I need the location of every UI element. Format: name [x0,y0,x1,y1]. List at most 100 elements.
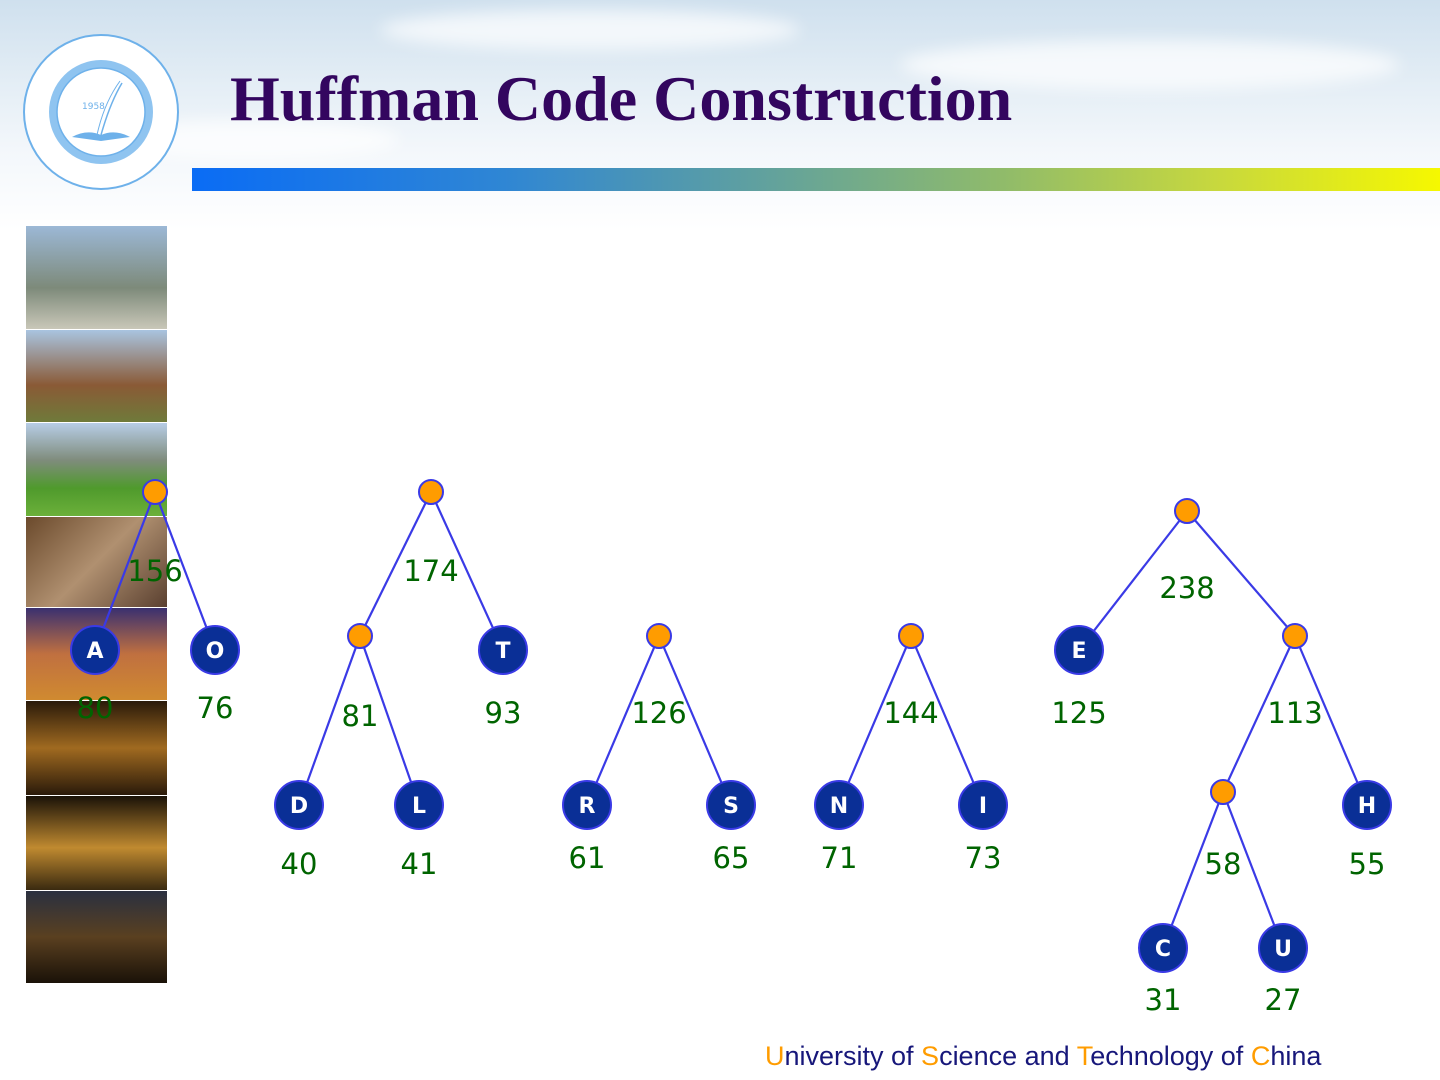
leaf-circle [1258,923,1308,973]
leaf-node-E: E 125 [1051,625,1107,730]
node-letter: I [979,794,987,819]
node-weight: 73 [965,841,1002,875]
footer-initial: C [1250,1041,1271,1071]
leaf-circle [562,780,612,830]
node-weight: 65 [713,841,750,875]
leaf-node-D: D 40 [274,780,324,881]
internal-node: 144 [883,623,939,730]
campus-photo [26,891,167,983]
node-weight: 71 [821,841,858,875]
node-letter: R [579,794,596,819]
leaf-node-U: U 27 [1258,923,1308,1017]
campus-photo [26,330,167,422]
leaf-node-C: C 31 [1138,923,1188,1017]
node-weight: 40 [281,847,318,881]
node-weight: 58 [1205,847,1242,881]
campus-photo [26,423,167,516]
node-weight: 174 [403,554,458,588]
leaf-circle [70,625,120,675]
node-weight: 76 [197,691,234,725]
tree-edge [1161,791,1225,949]
leaf-circle [394,780,444,830]
tree-edge [1186,510,1296,637]
node-weight: 156 [127,554,182,588]
campus-photo [26,226,167,329]
node-letter: T [495,639,510,664]
leaf-circle [814,780,864,830]
internal-node: 81 [342,623,379,733]
internal-node: 156 [127,479,183,588]
node-weight: 80 [77,691,114,725]
logo-year: 1958 [82,102,105,112]
tree-edge [909,635,985,806]
tree-edge [585,635,661,806]
footer-initial: U [765,1041,785,1071]
node-letter: N [830,794,848,819]
footer-text: cience and [939,1041,1077,1071]
node-letter: E [1071,639,1086,664]
footer-initial: S [921,1041,940,1071]
node-weight: 113 [1267,696,1322,730]
internal-node: 174 [403,479,459,588]
internal-circle [898,623,924,649]
footer-initial: T [1076,1041,1091,1071]
node-weight: 93 [485,696,522,730]
tree-edge [1222,635,1296,793]
internal-circle [646,623,672,649]
node-letter: H [1358,794,1376,819]
tree-edge [657,635,733,806]
leaf-circle [190,625,240,675]
node-weight: 81 [342,699,379,733]
leaf-circle [274,780,324,830]
node-weight: 31 [1145,983,1182,1017]
node-letter: S [723,794,739,819]
node-letter: U [1274,937,1292,962]
node-weight: 27 [1265,983,1302,1017]
node-letter: D [290,794,308,819]
leaf-node-H: H 55 [1342,780,1392,881]
leaf-node-A: A 80 [70,625,120,725]
leaf-node-O: O 76 [190,625,240,725]
internal-circle [347,623,373,649]
internal-circle [142,479,168,505]
leaf-circle [1138,923,1188,973]
campus-photo [26,701,167,795]
leaf-node-N: N 71 [814,780,864,875]
campus-photo [26,517,167,607]
tree-edge [358,635,421,806]
node-weight: 144 [883,696,938,730]
leaf-circle [478,625,528,675]
leaf-node-S: S 65 [706,780,756,875]
tree-edge [837,635,913,806]
tree-edge [153,491,217,651]
slide-title: Huffman Code Construction [230,63,1013,134]
internal-circle [418,479,444,505]
internal-circle [1174,498,1200,524]
leaf-circle [1054,625,1104,675]
tree-edge [429,491,505,651]
sky-background [0,0,1440,230]
footer-text: echnology of [1090,1041,1251,1071]
internal-node: 58 [1205,779,1242,881]
tree-edge [93,491,157,651]
tree-edge [1221,791,1285,949]
leaf-circle [706,780,756,830]
node-weight: 125 [1051,696,1106,730]
leaf-node-L: L 41 [394,780,444,881]
footer-text: hina [1270,1041,1322,1071]
tree-edge [1078,510,1188,651]
node-letter: O [206,639,225,664]
leaf-node-T: T 93 [478,625,528,730]
leaf-node-I: I 73 [958,780,1008,875]
campus-photo [26,796,167,890]
node-weight: 61 [569,841,606,875]
campus-photo-strip [26,226,167,983]
node-letter: A [86,639,103,664]
node-weight: 238 [1159,571,1214,605]
tree-edge [1293,635,1369,806]
node-letter: L [412,794,426,819]
node-weight: 55 [1349,847,1386,881]
footer-university-name: University of Science and Technology of … [765,1040,1321,1072]
internal-circle [1210,779,1236,805]
